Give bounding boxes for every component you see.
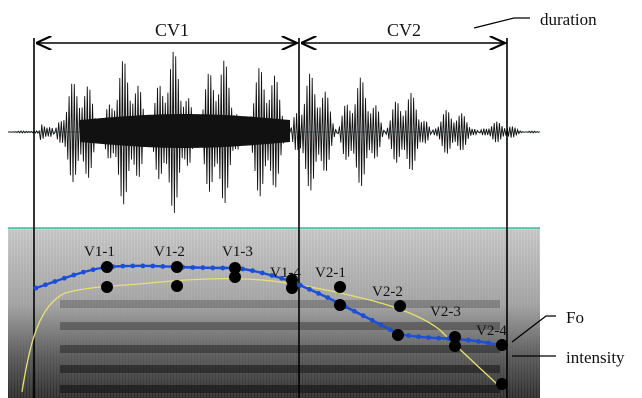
intensity-annotation: intensity xyxy=(566,348,625,367)
fo-sample-dot xyxy=(81,269,86,275)
fo-sample-dot xyxy=(250,268,256,274)
marker-v2-4-intensity xyxy=(496,378,508,390)
fo-sample-dot xyxy=(466,337,471,343)
point-label-v1-4: V1-4 xyxy=(270,265,301,281)
fo-sample-dot xyxy=(140,263,146,269)
fo-sample-dot xyxy=(61,275,67,281)
fo-sample-dot xyxy=(52,279,58,284)
marker-v2-1-intensity xyxy=(334,281,346,293)
fo-sample-dot xyxy=(406,333,411,339)
waveform xyxy=(7,51,540,213)
duration-leader-line xyxy=(473,17,530,29)
fo-sample-dot xyxy=(436,335,441,341)
marker-v1-3-fo xyxy=(229,262,241,274)
point-label-v1-2: V1-2 xyxy=(154,244,185,260)
fo-sample-dot xyxy=(279,275,284,281)
fo-sample-dot xyxy=(360,313,366,319)
point-label-v1-3: V1-3 xyxy=(222,244,253,260)
marker-v2-4-fo xyxy=(496,339,508,351)
marker-v1-2-fo xyxy=(171,261,183,273)
fo-sample-dot xyxy=(120,263,126,269)
marker-v1-1-intensity xyxy=(101,281,113,293)
fo-sample-dot xyxy=(307,286,312,292)
fo-sample-dot xyxy=(240,266,246,272)
fo-sample-dot xyxy=(269,273,275,278)
fo-sample-dot xyxy=(426,335,431,340)
fo-sample-dot xyxy=(43,282,48,288)
fo-sample-dot xyxy=(387,327,393,332)
marker-v2-2-fo xyxy=(392,329,404,341)
spectrogram xyxy=(8,227,540,398)
fo-sample-dot xyxy=(316,291,321,296)
cv1-label: CV1 xyxy=(155,20,189,40)
fo-sample-dot xyxy=(476,339,481,344)
marker-v1-3-intensity xyxy=(229,271,241,283)
fo-sample-dot xyxy=(352,308,357,314)
fo-sample-dot xyxy=(200,265,206,271)
point-label-v2-2: V2-2 xyxy=(372,284,403,300)
fo-sample-dot xyxy=(33,285,39,291)
cv2-label: CV2 xyxy=(387,20,421,40)
fo-sample-dot xyxy=(297,282,303,288)
point-label-v2-4: V2-4 xyxy=(476,323,507,339)
point-label-v2-1: V2-1 xyxy=(315,265,346,281)
fo-sample-dot xyxy=(130,263,136,269)
marker-v2-2-intensity xyxy=(394,300,406,312)
marker-v2-3-intensity xyxy=(449,340,461,352)
fo-sample-dot xyxy=(485,340,491,346)
fo-sample-dot xyxy=(416,334,421,340)
fo-sample-dot xyxy=(220,265,226,271)
fo-sample-dot xyxy=(150,263,156,269)
fo-annotation: Fo xyxy=(566,308,584,327)
fo-sample-dot xyxy=(378,322,384,328)
fo-sample-dot xyxy=(369,317,375,323)
fo-sample-dot xyxy=(90,267,96,273)
measurement-markers xyxy=(101,261,508,390)
fo-leader-line xyxy=(511,315,556,343)
intensity-curve xyxy=(21,277,499,393)
duration-annotation: duration xyxy=(540,10,597,29)
marker-v1-4-intensity xyxy=(286,282,298,294)
marker-v1-2-intensity xyxy=(171,280,183,292)
point-label-v1-1: V1-1 xyxy=(84,244,115,260)
fo-sample-dot xyxy=(259,270,265,276)
fo-sample-dot xyxy=(190,265,196,270)
marker-v2-1-fo xyxy=(334,299,346,311)
marker-v1-1-fo xyxy=(101,261,113,273)
fo-sample-dot xyxy=(71,272,77,278)
point-label-v2-3: V2-3 xyxy=(430,304,461,320)
marker-v2-3-fo xyxy=(449,331,461,343)
fo-sample-dot xyxy=(210,265,216,271)
fo-sample-dot xyxy=(325,295,331,300)
fo-sample-dot xyxy=(160,264,166,269)
